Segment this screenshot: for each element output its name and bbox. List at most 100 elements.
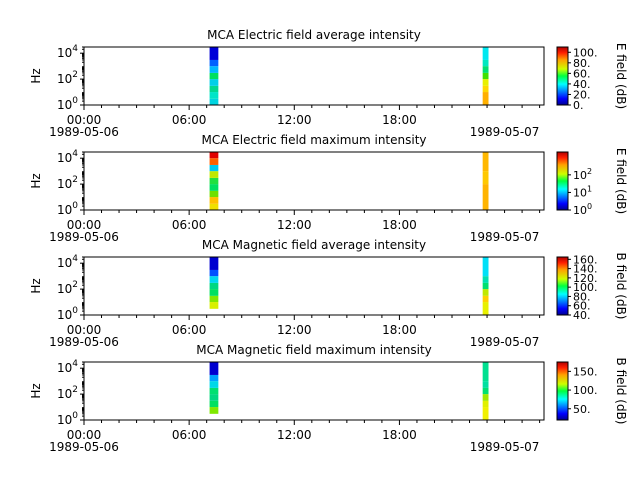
y-tick-label: 100 bbox=[57, 306, 78, 322]
spectrogram-cell-0-6 bbox=[209, 362, 219, 375]
spectrogram-cell-1-0 bbox=[482, 407, 489, 420]
spectrogram-cell-0-1 bbox=[209, 92, 219, 99]
x-tick-label: 18:00 bbox=[382, 323, 417, 337]
spectrogram-cell-1-0 bbox=[482, 302, 489, 315]
spectrogram-cell-0-0 bbox=[209, 407, 219, 414]
spectrogram-cell-1-1 bbox=[482, 85, 489, 93]
x-tick-label: 12:00 bbox=[277, 428, 312, 442]
y-tick-label-text: 104 bbox=[57, 149, 78, 165]
x-end-date: 1989-05-07 bbox=[470, 125, 540, 139]
spectrogram-cell-0-3 bbox=[209, 79, 219, 86]
spectrogram-cell-0-4 bbox=[209, 276, 219, 283]
y-tick-label: 102 bbox=[57, 175, 78, 191]
spectrogram-cell-0-1 bbox=[209, 295, 219, 303]
y-tick-label-text: 100 bbox=[57, 201, 78, 217]
colorbar-tick-label: 160. bbox=[573, 253, 598, 266]
y-tick-label: 102 bbox=[57, 385, 78, 401]
x-tick-label: 12:00 bbox=[277, 323, 312, 337]
spectrogram-cell-1-3 bbox=[482, 72, 489, 80]
x-tick-label: 00:00 bbox=[67, 428, 102, 442]
colorbar-tick-label: 100. bbox=[573, 281, 598, 294]
panel-title: MCA Electric field maximum intensity bbox=[201, 133, 426, 147]
spectrogram-cell-0-7 bbox=[209, 158, 219, 165]
y-tick-label-text: 102 bbox=[57, 70, 78, 86]
spectrogram-cell-0-6 bbox=[209, 164, 219, 172]
spectrogram-cell-1-2 bbox=[482, 152, 489, 172]
spectrogram-cell-1-4 bbox=[482, 66, 489, 73]
y-tick-label-text: 102 bbox=[57, 385, 78, 401]
spectrogram-cell-0-3 bbox=[209, 282, 219, 290]
colorbar-tick-label: 50. bbox=[573, 403, 591, 416]
spectrogram-cell-0-2 bbox=[209, 394, 219, 401]
colorbar-tick-label: 40. bbox=[573, 309, 591, 322]
spectrogram-cell-0-3 bbox=[209, 387, 219, 395]
spectrogram-cell-0-0 bbox=[209, 302, 219, 309]
plot-frame bbox=[83, 151, 545, 211]
panel-3: MCA Magnetic field average intensity Hz 10… bbox=[29, 238, 628, 349]
colorbar-tick-label: 101 bbox=[573, 184, 592, 199]
plot-frame bbox=[83, 256, 545, 316]
colorbar-tick-label: 100. bbox=[573, 384, 598, 397]
plot-frame bbox=[83, 361, 545, 421]
colorbar-tick-label: 40. bbox=[573, 78, 591, 91]
y-tick-label-text: 104 bbox=[57, 254, 78, 270]
colorbar bbox=[556, 361, 569, 421]
spectrogram-cell-0-1 bbox=[209, 400, 219, 408]
x-start-date: 1989-05-06 bbox=[49, 440, 119, 454]
colorbar-tick-label: 102 bbox=[573, 167, 592, 182]
y-tick-label-text: 100 bbox=[57, 411, 78, 427]
panel-2: MCA Electric field maximum intensity Hz 10… bbox=[29, 133, 628, 244]
y-tick-label-text: 102 bbox=[57, 175, 78, 191]
x-tick-label: 12:00 bbox=[277, 113, 312, 127]
x-start-date: 1989-05-06 bbox=[49, 125, 119, 139]
spectrogram-cell-0-7 bbox=[209, 47, 219, 60]
panel-title: MCA Electric field average intensity bbox=[207, 28, 421, 42]
spectrogram-cell-0-2 bbox=[209, 85, 219, 93]
colorbar-tick-label: 20. bbox=[573, 88, 591, 101]
spectrogram-cell-0-3 bbox=[209, 184, 219, 191]
plot-frame bbox=[83, 46, 545, 106]
y-tick-label-text: 100 bbox=[57, 306, 78, 322]
x-start-date: 1989-05-06 bbox=[49, 230, 119, 244]
spectrogram-cell-0-4 bbox=[209, 72, 219, 80]
x-tick-label: 06:00 bbox=[172, 113, 207, 127]
panel-4: MCA Magnetic field maximum intensity Hz 10… bbox=[29, 343, 628, 454]
x-tick-label: 00:00 bbox=[67, 323, 102, 337]
colorbar-label: B field (dB) bbox=[614, 253, 628, 320]
spectrogram-cell-0-4 bbox=[209, 381, 219, 388]
x-start-date: 1989-05-06 bbox=[49, 335, 119, 349]
colorbar-label: E field (dB) bbox=[614, 148, 628, 214]
spectrogram-cell-1-5 bbox=[482, 362, 489, 382]
spectrogram-cell-1-4 bbox=[482, 276, 489, 283]
y-tick-label: 102 bbox=[57, 280, 78, 296]
spectrogram-cell-0-8 bbox=[209, 152, 219, 159]
x-end-date: 1989-05-07 bbox=[470, 335, 540, 349]
x-tick-label: 06:00 bbox=[172, 218, 207, 232]
y-tick-label: 104 bbox=[57, 359, 78, 375]
colorbar-tick-label: 60. bbox=[573, 67, 591, 80]
x-tick-label: 06:00 bbox=[172, 323, 207, 337]
colorbar-tick-label: 0. bbox=[573, 99, 584, 112]
y-tick-label: 102 bbox=[57, 70, 78, 86]
spectrogram-cell-1-1 bbox=[482, 295, 489, 303]
spectrogram-cell-1-3 bbox=[482, 387, 489, 395]
spectrogram-cell-0-5 bbox=[209, 374, 219, 382]
spectrogram-cell-0-5 bbox=[209, 269, 219, 277]
spectrogram-cell-1-2 bbox=[482, 289, 489, 296]
spectrogram-cell-1-1 bbox=[482, 400, 489, 408]
spectrogram-cell-1-3 bbox=[482, 282, 489, 290]
spectrogram-cell-0-5 bbox=[209, 66, 219, 73]
spectrogram-cell-0-2 bbox=[209, 190, 219, 198]
y-tick-label: 100 bbox=[57, 201, 78, 217]
y-tick-label: 104 bbox=[57, 149, 78, 165]
x-tick-label: 00:00 bbox=[67, 113, 102, 127]
y-tick-label-text: 104 bbox=[57, 44, 78, 60]
x-tick-label: 18:00 bbox=[382, 428, 417, 442]
x-tick-label: 12:00 bbox=[277, 218, 312, 232]
y-tick-label: 104 bbox=[57, 44, 78, 60]
y-tick-label-text: 104 bbox=[57, 359, 78, 375]
x-end-date: 1989-05-07 bbox=[470, 230, 540, 244]
spectrogram-cell-0-0 bbox=[209, 203, 219, 210]
spectrogram-cell-1-2 bbox=[482, 394, 489, 401]
